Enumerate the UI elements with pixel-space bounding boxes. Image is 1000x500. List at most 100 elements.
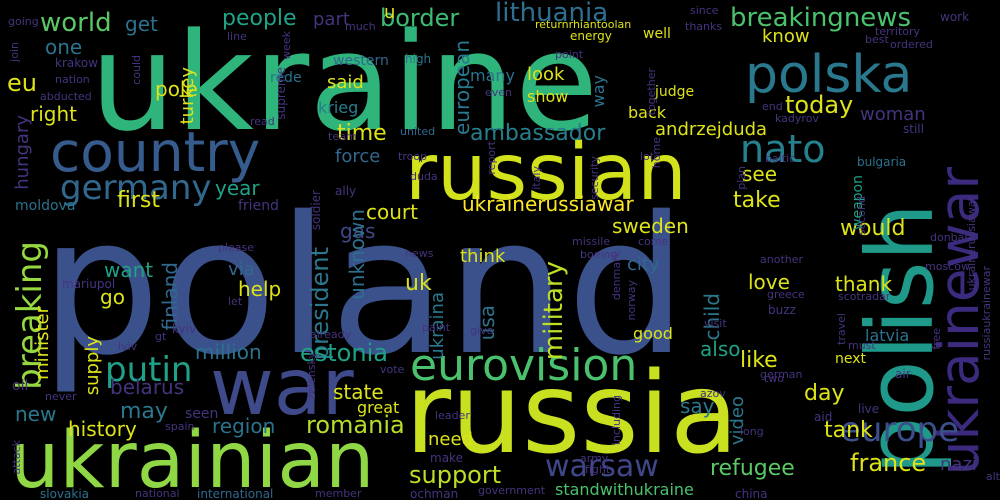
word-court: court bbox=[366, 200, 418, 225]
word-next: next bbox=[835, 351, 867, 368]
word-finland: finland bbox=[158, 261, 182, 330]
word-aid: aid bbox=[814, 409, 833, 424]
word-alt: alt bbox=[985, 470, 1000, 484]
word-ally: ally bbox=[335, 183, 357, 198]
word-spain: spain bbox=[165, 420, 195, 434]
word-first: first bbox=[117, 187, 160, 213]
word-new: new bbox=[15, 402, 57, 427]
word-including: including bbox=[610, 394, 623, 445]
word-soldier: soldier bbox=[309, 189, 323, 230]
word-today: today bbox=[785, 91, 854, 120]
word-supreme: supreme bbox=[274, 67, 288, 120]
word-boeing: boeing bbox=[580, 248, 618, 262]
word-week: week bbox=[280, 31, 293, 60]
word-scotradar: scotradar bbox=[838, 290, 891, 304]
word-thank: thank bbox=[835, 272, 893, 297]
word-end: end bbox=[762, 100, 783, 114]
word-ochman: ochman bbox=[410, 486, 459, 500]
word-news: news bbox=[405, 247, 434, 261]
word-mariupol: mariupol bbox=[62, 276, 116, 291]
word-security: security bbox=[588, 156, 601, 200]
word-state: state bbox=[333, 380, 384, 405]
word-region: region bbox=[212, 414, 276, 439]
word-like: like bbox=[740, 347, 778, 373]
word-going: going bbox=[8, 15, 39, 29]
word-day: day bbox=[804, 380, 845, 406]
word-people: people bbox=[222, 5, 297, 31]
word-attack: attack bbox=[10, 440, 23, 475]
word-said: said bbox=[327, 71, 364, 93]
word-line: line bbox=[227, 30, 247, 44]
word-may: may bbox=[120, 398, 168, 424]
word-point: point bbox=[555, 48, 584, 62]
word-report: report bbox=[485, 141, 498, 175]
word-russiaukrainewar: russiaukrainewar bbox=[980, 265, 993, 360]
word-look: look bbox=[527, 63, 565, 85]
word-could: could bbox=[130, 55, 143, 85]
word-must: must bbox=[848, 339, 876, 353]
word-say: say bbox=[680, 394, 715, 419]
word-norway: norway bbox=[625, 279, 638, 320]
word-see: see bbox=[742, 162, 778, 187]
word-nazi: nazi bbox=[940, 453, 977, 475]
word-since: since bbox=[690, 4, 719, 18]
word-city: city bbox=[627, 253, 660, 275]
word-belarus: belarus bbox=[110, 375, 185, 400]
word-bulgaria: bulgaria bbox=[857, 154, 907, 169]
word-eu: eu bbox=[7, 69, 37, 98]
word-denmark: denmark bbox=[610, 250, 623, 300]
word-million: million bbox=[195, 340, 262, 365]
word-go: go bbox=[100, 285, 125, 310]
word-visit: visit bbox=[704, 317, 727, 331]
word-one: one bbox=[45, 35, 83, 60]
word-kadyrov: kadyrov bbox=[775, 112, 819, 126]
word-two: two bbox=[764, 372, 785, 386]
word-nato: nato bbox=[740, 127, 826, 172]
word-child: child bbox=[700, 292, 724, 340]
word-eurovision: eurovision bbox=[410, 339, 638, 391]
word-get: get bbox=[125, 12, 158, 37]
word-good: good bbox=[633, 323, 673, 343]
word-come: come bbox=[638, 235, 669, 249]
word-show: show bbox=[527, 86, 569, 106]
word-national: national bbox=[135, 487, 180, 500]
word-lithuania: lithuania bbox=[495, 0, 609, 28]
word-also: also bbox=[700, 337, 741, 362]
word-tank: tank bbox=[824, 417, 873, 443]
word-great: great bbox=[357, 397, 400, 417]
word-history: history bbox=[68, 417, 137, 442]
word-right: right bbox=[30, 102, 77, 127]
word-donbas: donbas bbox=[930, 231, 971, 245]
word-country: country bbox=[50, 120, 261, 185]
word-missile: missile bbox=[572, 235, 611, 249]
word-well: well bbox=[643, 26, 671, 43]
word-give: give bbox=[470, 324, 494, 338]
word-moscow: moscow bbox=[925, 260, 970, 274]
word-breakingnews: breakingnews bbox=[730, 2, 912, 33]
word-polska: polska bbox=[745, 45, 913, 106]
word-long: long bbox=[740, 425, 764, 439]
word-united: united bbox=[400, 125, 436, 139]
word-germany: germany bbox=[60, 168, 212, 209]
word-even: even bbox=[485, 86, 513, 100]
word-hungary: hungary bbox=[12, 115, 33, 190]
word-italy: italy bbox=[530, 166, 543, 190]
word-china: china bbox=[735, 486, 768, 500]
word-time: time bbox=[337, 120, 387, 146]
word-military: military bbox=[539, 260, 569, 360]
word-zelensky: zelensky bbox=[305, 352, 318, 400]
word-france: france bbox=[850, 449, 927, 478]
word-would: would bbox=[840, 215, 906, 241]
word-air: air bbox=[895, 366, 911, 381]
word-ukrainerussiawar: ukrainerussiawar bbox=[462, 192, 634, 217]
word-ukrainian: ukrainian bbox=[10, 416, 375, 500]
word-love: love bbox=[748, 270, 790, 295]
word-oil: oil bbox=[12, 378, 29, 395]
word-nation: nation bbox=[55, 73, 90, 87]
word-western: western bbox=[333, 53, 389, 70]
word-troop: troop bbox=[398, 150, 428, 164]
word-travel: travel bbox=[835, 313, 848, 345]
word-high: high bbox=[405, 51, 432, 66]
word-much: much bbox=[345, 20, 376, 34]
